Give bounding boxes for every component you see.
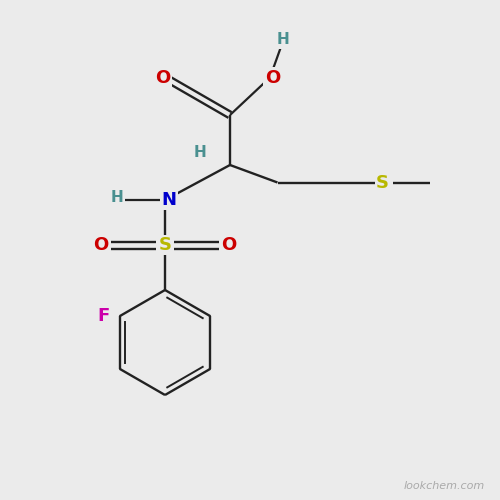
- Text: O: O: [222, 236, 236, 254]
- Text: O: O: [155, 68, 170, 86]
- Text: H: H: [194, 145, 206, 160]
- Text: S: S: [158, 236, 172, 254]
- Text: O: O: [265, 68, 280, 86]
- Text: H: H: [276, 32, 289, 48]
- Text: F: F: [98, 307, 110, 325]
- Text: N: N: [162, 191, 176, 209]
- Text: O: O: [94, 236, 108, 254]
- Text: H: H: [111, 190, 124, 205]
- Text: S: S: [376, 174, 389, 192]
- Text: lookchem.com: lookchem.com: [404, 481, 485, 491]
